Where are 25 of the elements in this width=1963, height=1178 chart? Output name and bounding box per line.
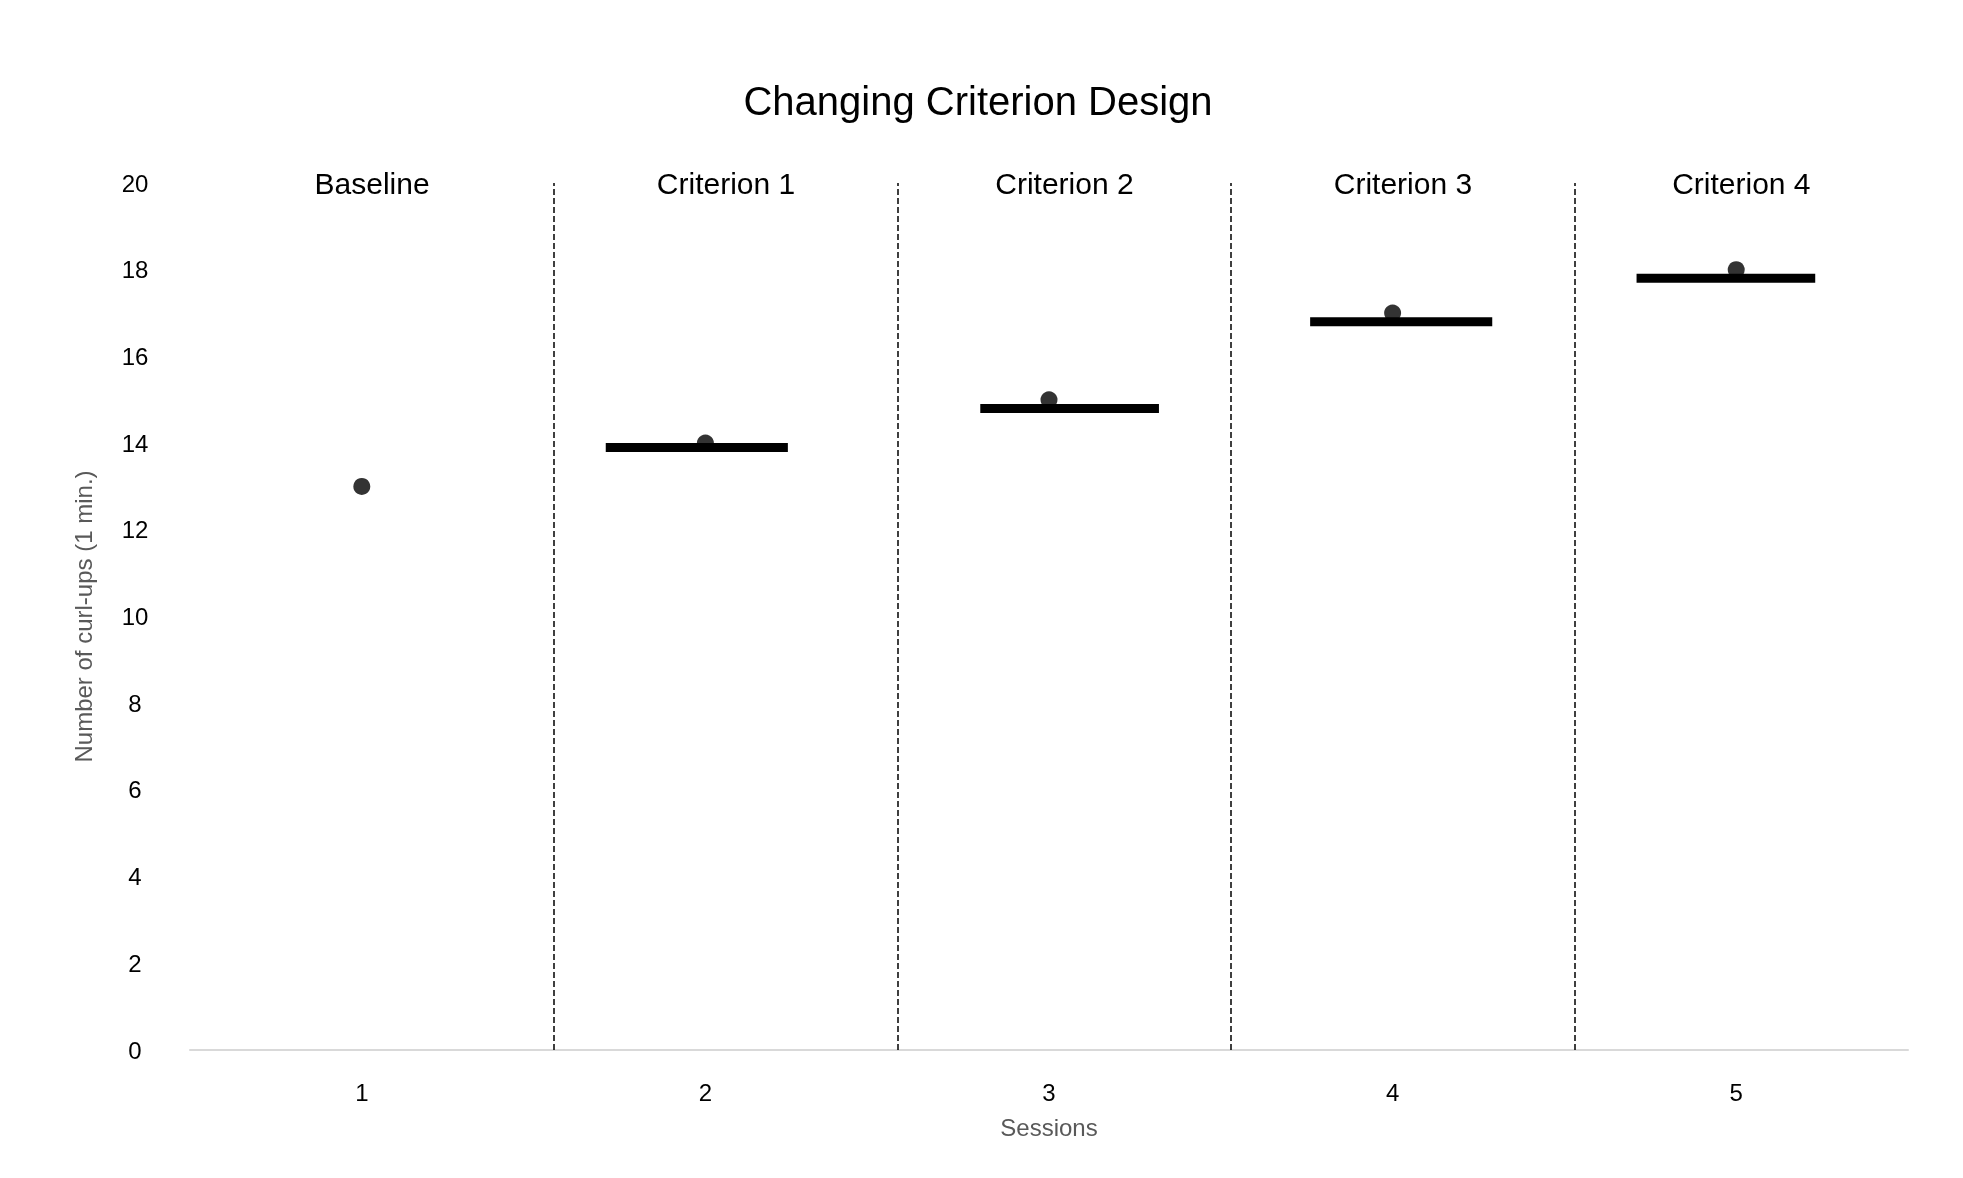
x-axis-title: Sessions xyxy=(1000,1113,1098,1141)
point xyxy=(353,477,371,495)
y-tick-label: 20 xyxy=(121,169,149,197)
annotation: Baseline xyxy=(314,166,430,200)
y-tick-label: 4 xyxy=(128,863,142,891)
y-tick-label: 18 xyxy=(121,256,149,284)
annotation: Criterion 3 xyxy=(1333,166,1473,200)
annotation: Criterion 1 xyxy=(656,166,796,200)
y-tick-label: 10 xyxy=(121,603,149,630)
x-tick-label: 2 xyxy=(698,1078,713,1106)
x-tick-label: 4 xyxy=(1385,1078,1400,1106)
x-tick-label: 1 xyxy=(355,1078,369,1106)
y-tick-label: 0 xyxy=(128,1036,142,1064)
x-tick-label: 5 xyxy=(1729,1078,1743,1106)
x-tick-label: 3 xyxy=(1042,1078,1056,1106)
y-axis-title: Number of curl-ups (1 min.) xyxy=(69,470,97,763)
y-tick-label: 6 xyxy=(128,776,142,804)
y-tick-label: 2 xyxy=(128,949,142,977)
annotation: Criterion 2 xyxy=(995,166,1134,200)
y-tick-label: 14 xyxy=(121,429,149,457)
y-tick-label: 12 xyxy=(121,516,149,544)
y-tick-label: 16 xyxy=(121,342,149,370)
annotation: Criterion 4 xyxy=(1672,166,1811,200)
y-tick-label: 8 xyxy=(128,689,142,717)
chart-title: Changing Criterion Design xyxy=(743,79,1213,123)
